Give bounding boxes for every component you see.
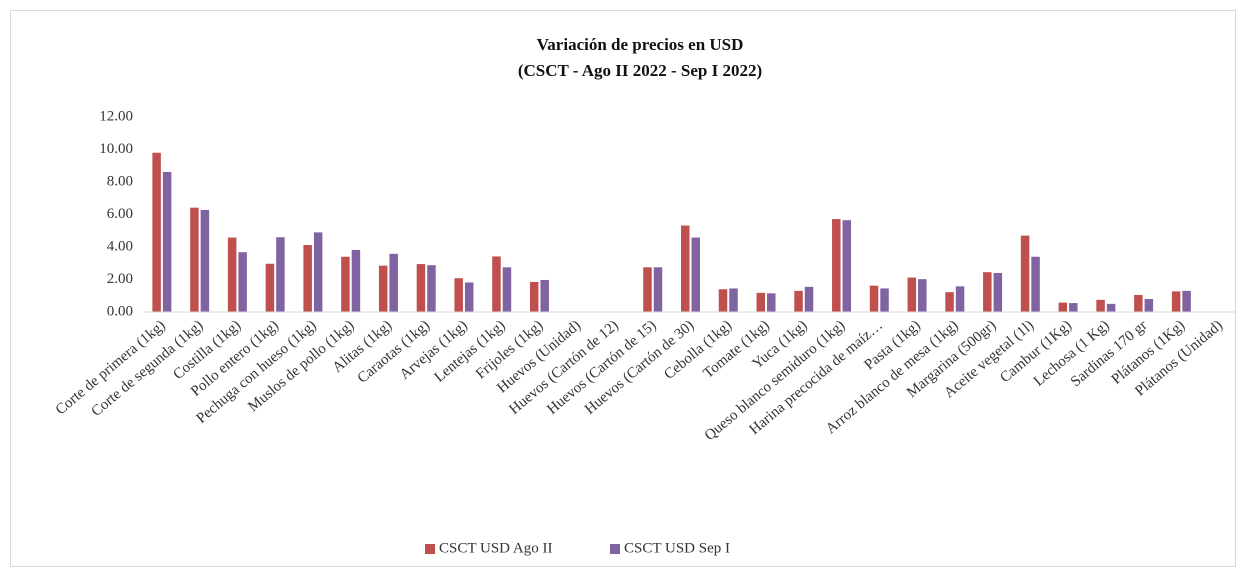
bar	[502, 267, 512, 312]
chart-title: Variación de precios en USD	[537, 35, 744, 54]
bar	[983, 272, 992, 312]
y-tick-label: 0.00	[107, 303, 133, 319]
y-tick-label: 10.00	[99, 141, 133, 157]
bar	[643, 267, 652, 312]
bar	[416, 264, 426, 312]
bar	[492, 256, 501, 312]
bar	[1031, 256, 1040, 312]
bar	[869, 285, 879, 312]
bar	[993, 273, 1003, 312]
bar	[756, 292, 766, 312]
y-tick-label: 6.00	[107, 206, 133, 222]
bar	[681, 225, 690, 312]
bar	[1144, 299, 1154, 312]
bar	[351, 249, 361, 312]
bar	[907, 277, 917, 312]
bar	[454, 278, 463, 312]
bar	[945, 292, 954, 312]
legend-label: CSCT USD Ago II	[439, 540, 553, 556]
bar	[303, 245, 312, 312]
bar	[1171, 291, 1181, 312]
bar	[162, 171, 172, 312]
bar	[378, 265, 388, 312]
bar	[794, 290, 803, 312]
bar	[767, 293, 776, 312]
bar	[1134, 294, 1143, 312]
bar	[540, 279, 549, 312]
bar	[427, 265, 436, 312]
bar	[238, 252, 247, 312]
bar	[718, 289, 728, 312]
bar	[1069, 303, 1078, 312]
bar	[832, 219, 841, 312]
bar	[918, 279, 927, 312]
bar	[1182, 290, 1191, 312]
bar	[152, 152, 161, 312]
bar	[653, 267, 663, 312]
y-tick-label: 12.00	[99, 108, 133, 124]
chart-subtitle: (CSCT - Ago II 2022 - Sep I 2022)	[518, 61, 762, 80]
bar	[313, 232, 323, 312]
bar	[529, 281, 539, 312]
bar	[1096, 299, 1105, 312]
bar	[341, 256, 350, 312]
y-tick-label: 4.00	[107, 238, 133, 254]
bar	[190, 207, 199, 312]
legend-label: CSCT USD Sep I	[624, 540, 730, 556]
bar	[227, 237, 237, 312]
bar	[729, 288, 738, 312]
bar	[200, 209, 210, 312]
legend-swatch	[425, 544, 435, 554]
bar	[880, 288, 889, 312]
bar	[276, 237, 285, 312]
y-tick-label: 8.00	[107, 173, 133, 189]
bar	[1058, 302, 1068, 312]
bar	[955, 286, 965, 312]
bar	[691, 237, 700, 312]
bar	[1020, 235, 1030, 312]
bar	[265, 263, 275, 312]
bar	[464, 282, 474, 312]
y-tick-label: 2.00	[107, 271, 133, 287]
bar	[389, 253, 398, 312]
bar	[842, 220, 852, 312]
bar	[804, 286, 814, 312]
bar	[1106, 303, 1116, 312]
legend-swatch	[610, 544, 620, 554]
